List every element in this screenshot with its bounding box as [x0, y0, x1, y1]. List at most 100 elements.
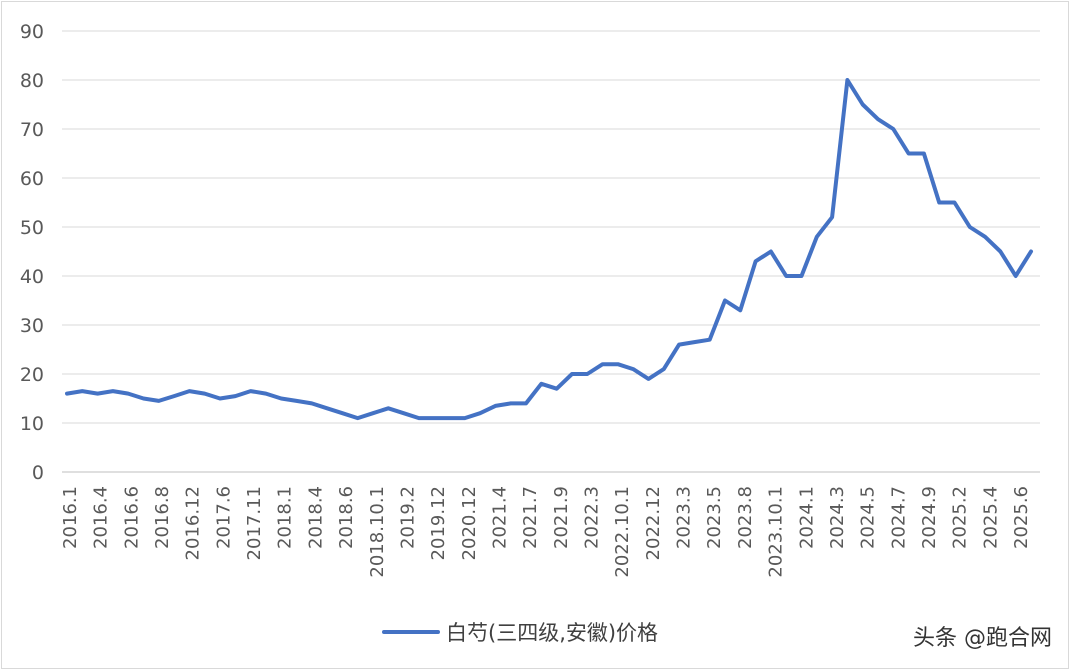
x-tick-label: 2017.11 [244, 486, 265, 560]
x-tick-label: 2020.12 [459, 486, 480, 560]
x-tick-label: 2018.10.1 [367, 486, 388, 578]
data-point [509, 401, 513, 405]
data-point [463, 416, 467, 420]
x-tick-label: 2019.12 [428, 486, 449, 560]
data-point [386, 406, 390, 410]
x-tick-label: 2022.3 [582, 486, 603, 549]
data-point [1029, 250, 1033, 254]
data-point [249, 389, 253, 393]
data-point [631, 367, 635, 371]
data-point [585, 372, 589, 376]
x-tick-label: 2025.4 [980, 486, 1001, 549]
data-point [371, 411, 375, 415]
legend: 白芍(三四级,安徽)价格 [382, 621, 658, 645]
data-point [662, 367, 666, 371]
x-tick-label: 2019.2 [397, 486, 418, 549]
data-point [570, 372, 574, 376]
data-point [493, 404, 497, 408]
x-tick-label: 2023.5 [704, 486, 725, 549]
x-tick-label: 2018.1 [275, 486, 296, 549]
data-point [310, 401, 314, 405]
data-point [738, 308, 742, 312]
x-tick-label: 2023.3 [674, 486, 695, 549]
data-point [203, 392, 207, 396]
data-point [555, 387, 559, 391]
data-point [111, 389, 115, 393]
data-point [800, 274, 804, 278]
data-point [524, 401, 528, 405]
data-point [983, 235, 987, 239]
data-point [218, 397, 222, 401]
x-axis-ticks: 2016.1 2016.4 2016.6 2016.8 2016.12 2017.6 201… [60, 486, 1032, 578]
y-tick-label: 30 [20, 315, 44, 337]
series-line [65, 78, 1033, 421]
y-axis-ticks: 0 10 20 30 40 50 60 70 80 90 [20, 21, 44, 484]
data-point [998, 250, 1002, 254]
data-point [142, 397, 146, 401]
gridlines [62, 30, 1040, 473]
data-point [187, 389, 191, 393]
data-point [417, 416, 421, 420]
y-tick-label: 50 [20, 217, 44, 239]
data-point [784, 274, 788, 278]
data-point [891, 127, 895, 131]
data-point [845, 78, 849, 82]
data-point [616, 362, 620, 366]
data-point [96, 392, 100, 396]
y-tick-label: 0 [32, 462, 44, 484]
x-tick-label: 2023.10.1 [766, 486, 787, 578]
series-layer [65, 78, 1033, 421]
data-point [677, 343, 681, 347]
data-point [723, 299, 727, 303]
data-point [356, 416, 360, 420]
data-point [876, 117, 880, 121]
data-point [157, 399, 161, 403]
data-point [754, 259, 758, 263]
data-point [647, 377, 651, 381]
data-point [65, 392, 69, 396]
y-tick-label: 40 [20, 266, 44, 288]
legend-label: 白芍(三四级,安徽)价格 [446, 621, 658, 645]
data-point [126, 392, 130, 396]
data-point [295, 399, 299, 403]
x-tick-label: 2023.8 [735, 486, 756, 549]
x-tick-label: 2016.6 [121, 486, 142, 549]
x-tick-label: 2022.12 [643, 486, 664, 560]
x-tick-label: 2016.4 [91, 486, 112, 549]
y-tick-label: 10 [20, 413, 44, 435]
data-point [448, 416, 452, 420]
data-point [907, 152, 911, 156]
data-point [937, 201, 941, 205]
x-tick-label: 2021.4 [489, 486, 510, 549]
y-tick-label: 70 [20, 119, 44, 141]
y-tick-label: 20 [20, 364, 44, 386]
data-point [172, 394, 176, 398]
x-tick-label: 2024.9 [919, 486, 940, 549]
x-tick-label: 2025.6 [1011, 486, 1032, 549]
data-point [861, 103, 865, 107]
watermark: 头条 @跑合网 [913, 626, 1052, 651]
data-point [478, 411, 482, 415]
data-point [340, 411, 344, 415]
data-point [769, 250, 773, 254]
data-point [539, 382, 543, 386]
data-point [80, 389, 84, 393]
y-tick-label: 80 [20, 70, 44, 92]
data-point [968, 225, 972, 229]
x-tick-label: 2021.7 [520, 486, 541, 549]
x-tick-label: 2017.6 [213, 486, 234, 549]
data-point [233, 394, 237, 398]
data-point [708, 338, 712, 342]
y-tick-label: 90 [20, 21, 44, 43]
x-tick-label: 2022.10.1 [612, 486, 633, 578]
x-tick-label: 2021.9 [551, 486, 572, 549]
x-tick-label: 2024.3 [827, 486, 848, 549]
data-point [815, 235, 819, 239]
x-tick-label: 2024.5 [858, 486, 879, 549]
data-point [601, 362, 605, 366]
data-point [830, 215, 834, 219]
x-tick-label: 2016.12 [183, 486, 204, 560]
data-point [922, 152, 926, 156]
